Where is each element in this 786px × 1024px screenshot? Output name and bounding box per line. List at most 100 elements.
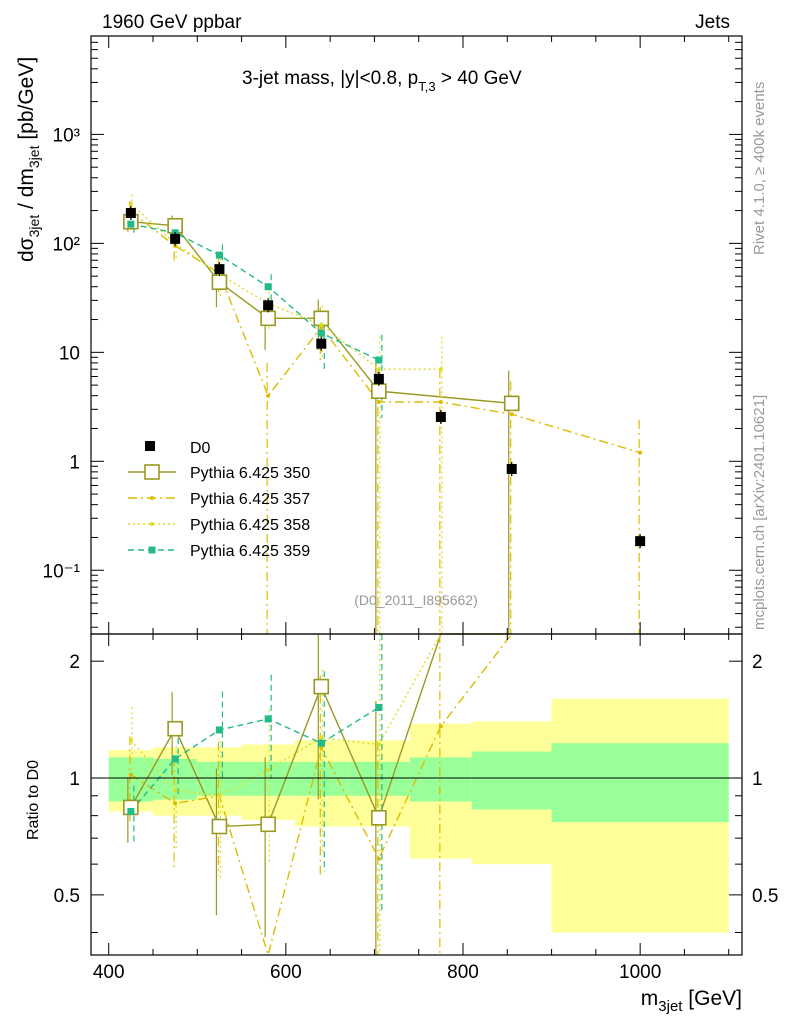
series-point-0 xyxy=(211,274,228,291)
d0-point xyxy=(435,411,446,422)
series-point-3 xyxy=(375,356,383,364)
ratio-point-2 xyxy=(128,738,133,743)
ratio-point-2 xyxy=(319,735,324,740)
y-tick-label: 10³ xyxy=(53,125,80,146)
header-right-label: Jets xyxy=(695,12,730,33)
ratio-line-1 xyxy=(130,633,513,958)
legend-label-1: Pythia 6.425 357 xyxy=(190,491,310,508)
y-tick-label: 1 xyxy=(69,452,80,473)
ratio-tick-label-right: 0.5 xyxy=(752,886,778,907)
axis-ticks xyxy=(91,35,742,955)
series-point-0 xyxy=(260,310,276,327)
d0-point xyxy=(316,338,327,349)
ylabel-c: [pb/GeV] xyxy=(15,57,38,146)
d0-point xyxy=(214,264,225,275)
tick-labels: 400 600 800 1000 10⁻¹ 1 10 10² 10³ 0.5 0.5 1 1 2 2 xyxy=(43,125,779,983)
plot-frames xyxy=(90,35,743,956)
series-point-1 xyxy=(376,400,381,405)
ylabel-sub2: 3jet xyxy=(26,145,42,168)
xlabel-main: m xyxy=(641,987,659,1010)
ratio-y-axis-label: Ratio to D0 xyxy=(25,760,42,840)
side-label-mcplots: mcplots.cern.ch [arXiv:2401.10621] xyxy=(751,395,768,630)
series-point-3 xyxy=(264,283,272,291)
x-tick-label: 1000 xyxy=(619,962,661,983)
legend-label-0: Pythia 6.425 350 xyxy=(190,465,310,482)
ratio-band-stat xyxy=(241,761,295,796)
series-point-2 xyxy=(319,322,324,327)
series-line-1 xyxy=(130,211,641,454)
ratio-tick-label-right: 2 xyxy=(752,652,763,673)
ratio-point-2 xyxy=(173,788,178,793)
xlabel-sub: 3jet xyxy=(658,998,683,1015)
x-tick-label: 800 xyxy=(447,962,479,983)
ratio-tick-label-right: 1 xyxy=(752,769,763,790)
ratio-tick-label-left: 1 xyxy=(69,769,80,790)
ratio-point-0 xyxy=(371,809,387,826)
title-main: 3-jet mass, |y|<0.8, p xyxy=(242,68,418,89)
d0-point xyxy=(373,373,384,384)
series-point-1 xyxy=(509,412,514,417)
ratio-band-stat xyxy=(197,761,242,796)
ratio-point-3 xyxy=(215,726,223,734)
chart-title: 3-jet mass, |y|<0.8, pT,3 > 40 GeV xyxy=(242,68,522,94)
ratio-band-stat xyxy=(551,743,729,823)
series-line-3 xyxy=(130,223,380,361)
legend-label-2: Pythia 6.425 358 xyxy=(190,517,310,534)
xlabel-tail: [GeV] xyxy=(682,987,742,1010)
legend-marker-2 xyxy=(150,522,154,526)
title-tail: > 40 GeV xyxy=(436,68,522,89)
ratio-point-0 xyxy=(260,816,276,833)
ratio-point-3 xyxy=(264,715,272,723)
ratio-band-stat xyxy=(471,751,552,810)
ratio-point-2 xyxy=(376,742,381,747)
x-axis-label: m3jet [GeV] xyxy=(641,987,742,1015)
ratio-point-3 xyxy=(127,807,135,815)
ratio-point-2 xyxy=(266,767,271,772)
ratio-point-1 xyxy=(376,856,381,861)
series-point-1 xyxy=(438,400,443,405)
ratio-point-0 xyxy=(211,818,228,835)
series-point-0 xyxy=(503,395,520,412)
ratio-band-stat xyxy=(347,761,410,796)
series-point-3 xyxy=(317,329,325,337)
series-point-3 xyxy=(127,220,135,228)
ylabel-b: / dm xyxy=(15,168,38,215)
d0-point xyxy=(125,207,136,218)
ratio-point-3 xyxy=(317,739,325,747)
ratio-plot-frame xyxy=(90,633,743,956)
ratio-point-2 xyxy=(217,793,222,798)
legend-marker-3 xyxy=(148,546,156,554)
d0-point xyxy=(635,536,646,547)
legend: D0 Pythia 6.425 350 Pythia 6.425 357 Pythia… xyxy=(128,440,310,560)
d0-point xyxy=(170,233,181,244)
legend-marker-1 xyxy=(150,496,154,500)
ratio-point-0 xyxy=(167,720,183,737)
legend-marker-d0 xyxy=(145,441,155,451)
x-tick-label: 400 xyxy=(93,962,125,983)
ylabel-a: dσ xyxy=(15,237,38,262)
header-left-label: 1960 GeV ppbar xyxy=(102,12,242,33)
data-markers xyxy=(123,201,646,861)
y-tick-label: 10² xyxy=(53,234,80,255)
series-point-1 xyxy=(266,393,271,398)
ratio-tick-label-left: 2 xyxy=(69,652,80,673)
series-point-1 xyxy=(638,450,643,455)
ratio-point-0 xyxy=(313,678,330,695)
ratio-tick-label-left: 0.5 xyxy=(54,886,80,907)
analysis-id-label: (D0_2011_I895662) xyxy=(354,592,478,608)
legend-label-d0: D0 xyxy=(190,440,211,457)
series-point-3 xyxy=(215,251,223,259)
x-tick-label: 600 xyxy=(270,962,302,983)
ratio-band-stat xyxy=(153,758,198,800)
ratio-band-stat xyxy=(294,761,348,796)
legend-label-3: Pythia 6.425 359 xyxy=(190,543,310,560)
d0-point xyxy=(263,300,274,311)
ratio-point-1 xyxy=(438,724,443,729)
ratio-point-1 xyxy=(173,801,178,806)
title-sub: T,3 xyxy=(418,79,435,94)
ratio-line-0 xyxy=(130,633,512,828)
ratio-point-1 xyxy=(128,772,133,777)
legend-marker-0 xyxy=(144,464,160,480)
ratio-point-3 xyxy=(375,703,383,711)
